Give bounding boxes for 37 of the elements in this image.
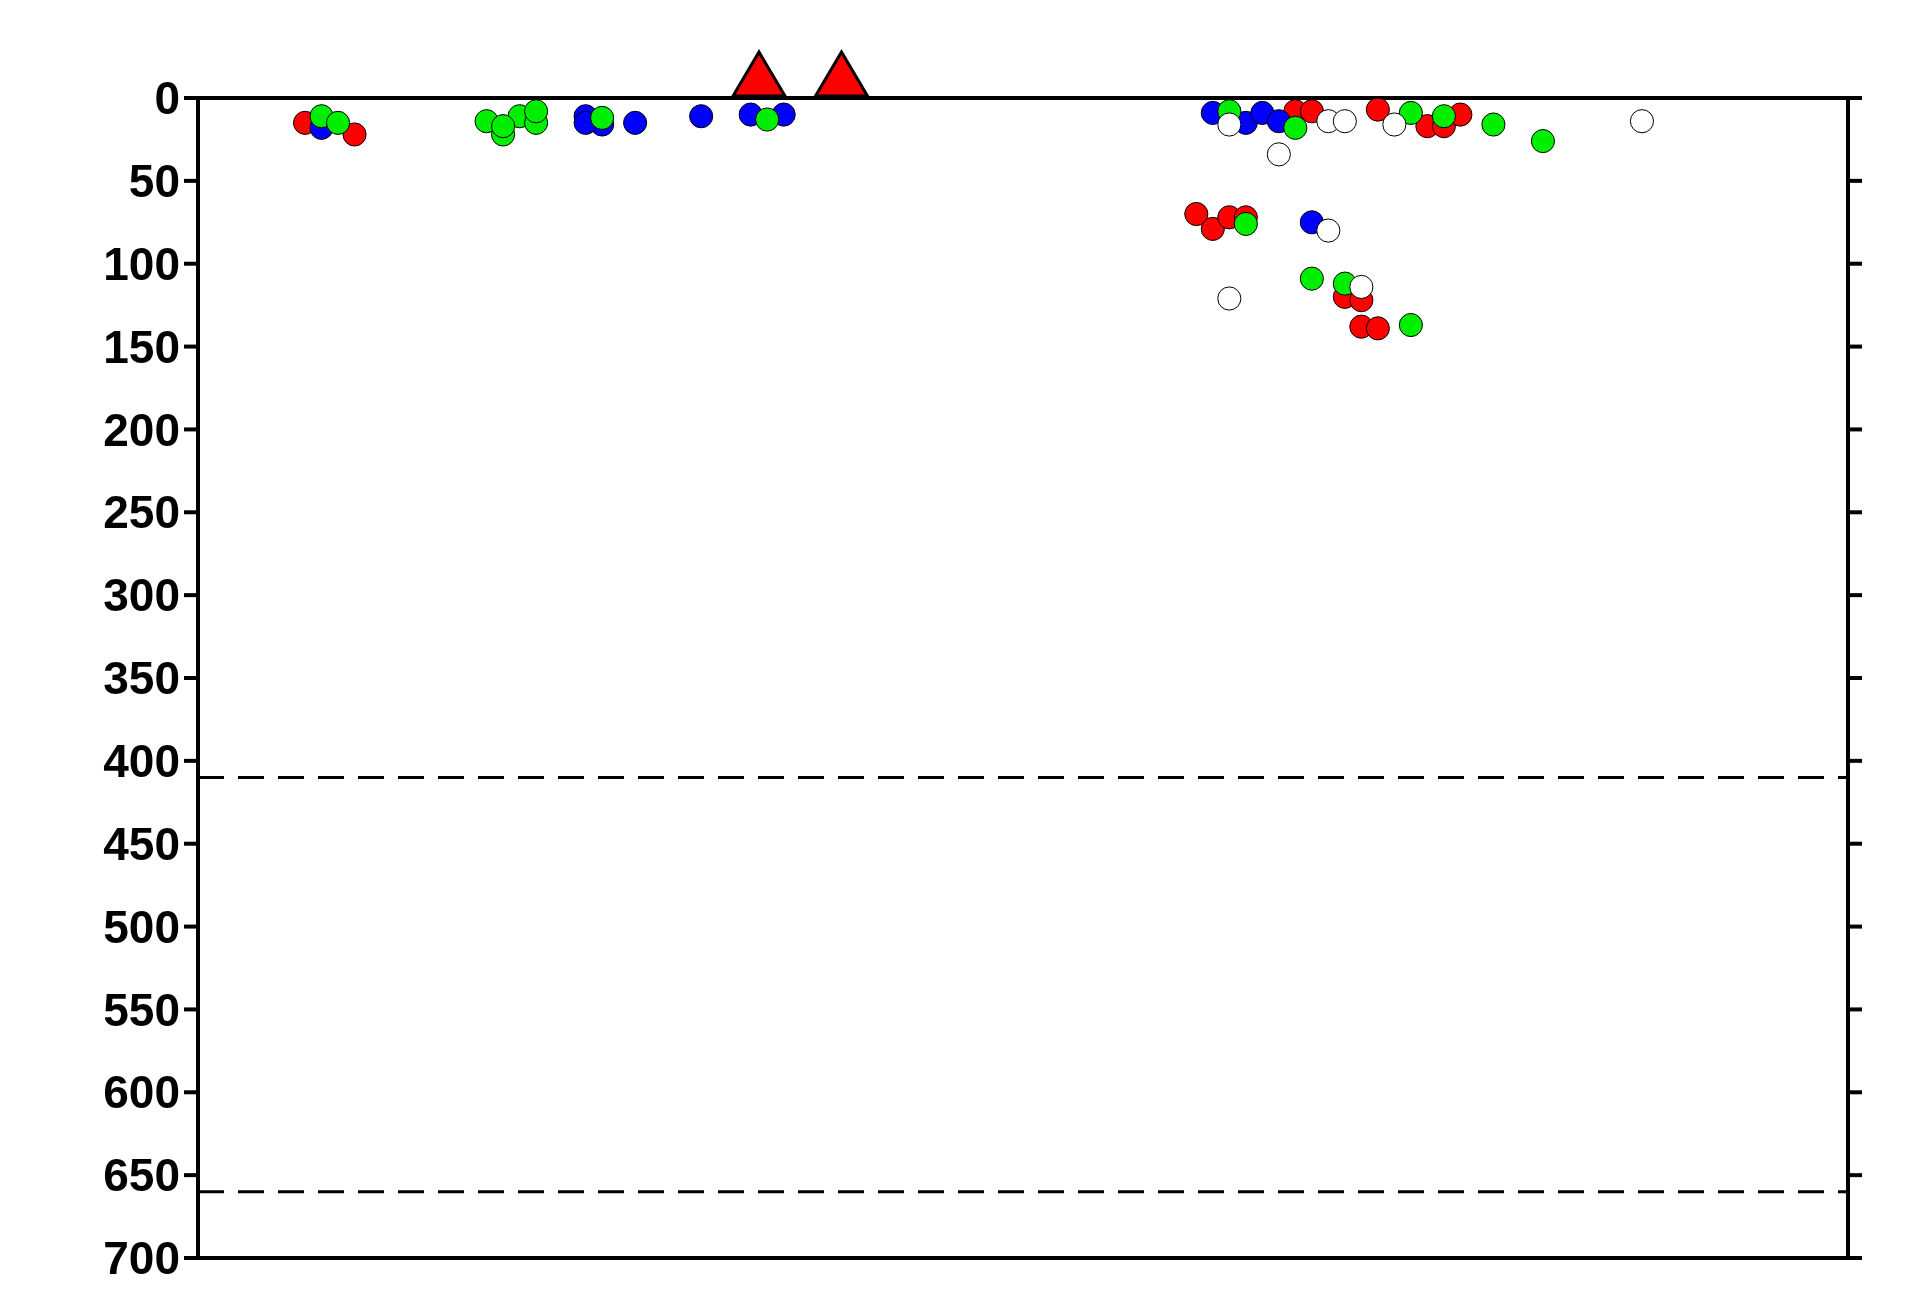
y-tick-label: 100 bbox=[103, 237, 180, 290]
y-tick-label: 550 bbox=[103, 983, 180, 1036]
y-tick-label: 350 bbox=[103, 652, 180, 705]
point bbox=[1283, 115, 1308, 140]
point bbox=[1365, 97, 1390, 122]
point bbox=[1349, 274, 1374, 299]
point bbox=[1299, 266, 1324, 291]
point bbox=[1217, 112, 1242, 137]
point bbox=[1481, 112, 1506, 137]
y-tick-label: 400 bbox=[103, 734, 180, 787]
y-tick-label: 650 bbox=[103, 1149, 180, 1202]
y-tick-label: 50 bbox=[128, 154, 180, 207]
y-tick-label: 250 bbox=[103, 486, 180, 539]
point bbox=[1431, 104, 1456, 129]
y-tick-label: 200 bbox=[103, 403, 180, 456]
point bbox=[1398, 100, 1423, 125]
y-tick-label: 450 bbox=[103, 817, 180, 870]
point bbox=[325, 110, 351, 135]
point bbox=[590, 105, 615, 130]
point bbox=[1184, 201, 1209, 227]
point bbox=[1200, 216, 1225, 241]
point bbox=[342, 122, 367, 147]
y-tick-label: 300 bbox=[103, 569, 180, 622]
point bbox=[1530, 129, 1555, 154]
point bbox=[689, 104, 714, 129]
point bbox=[1233, 211, 1258, 236]
point bbox=[623, 110, 648, 135]
point bbox=[755, 107, 780, 132]
point bbox=[1398, 312, 1423, 338]
y-tick-label: 600 bbox=[103, 1066, 180, 1119]
y-tick-label: 500 bbox=[103, 900, 180, 953]
y-tick-label: 0 bbox=[154, 72, 180, 125]
point bbox=[491, 114, 516, 139]
point bbox=[524, 99, 549, 124]
point bbox=[1365, 316, 1390, 341]
y-tick-label: 150 bbox=[103, 320, 180, 373]
y-tick-label: 700 bbox=[103, 1232, 180, 1285]
